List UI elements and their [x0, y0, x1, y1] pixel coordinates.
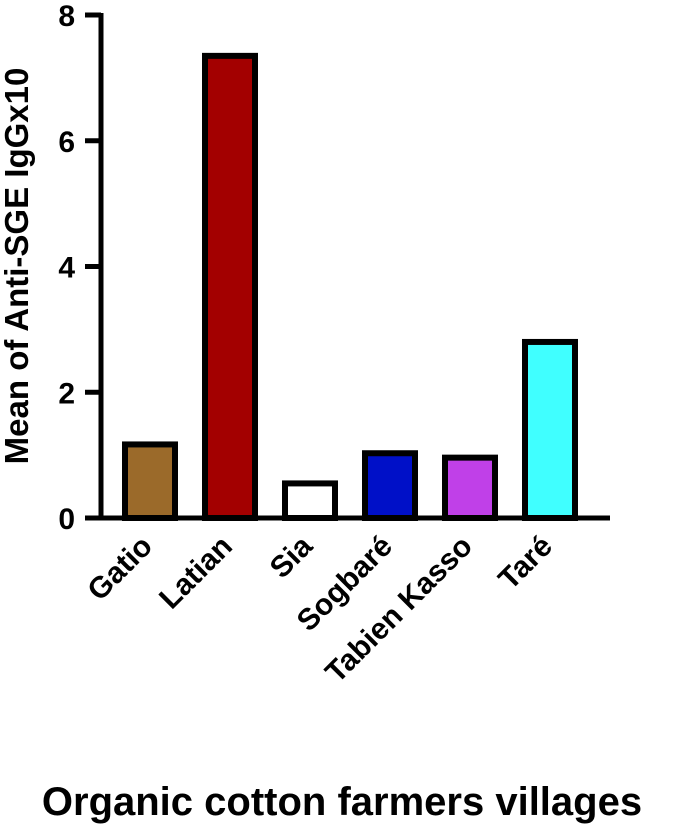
x-tick-label: Sia	[264, 529, 319, 584]
bar-sia	[282, 480, 338, 522]
x-tick-label: Taré	[492, 530, 559, 597]
y-tick-label: 0	[58, 503, 75, 536]
bar-sogbar-	[362, 450, 418, 521]
bar-tar-	[522, 338, 578, 522]
y-tick-label: 2	[58, 377, 75, 410]
bar-tabien-kasso	[442, 454, 498, 522]
y-tick-label: 8	[58, 0, 75, 33]
x-tick-label: Gatio	[81, 530, 159, 608]
y-axis-ticks: 0 2 4 6 8	[58, 0, 101, 536]
x-axis-title: Organic cotton farmers villages	[42, 780, 642, 824]
y-axis-title: Mean of Anti-SGE IgGx10	[0, 68, 35, 465]
x-tick-label: Latian	[153, 530, 239, 616]
x-tick-label: Tabien Kasso	[319, 530, 479, 690]
y-tick-label: 6	[58, 126, 75, 159]
bars-group	[122, 52, 578, 522]
bar-latian	[202, 52, 258, 522]
bar-gatio	[122, 441, 178, 521]
y-tick-label: 4	[58, 252, 75, 285]
